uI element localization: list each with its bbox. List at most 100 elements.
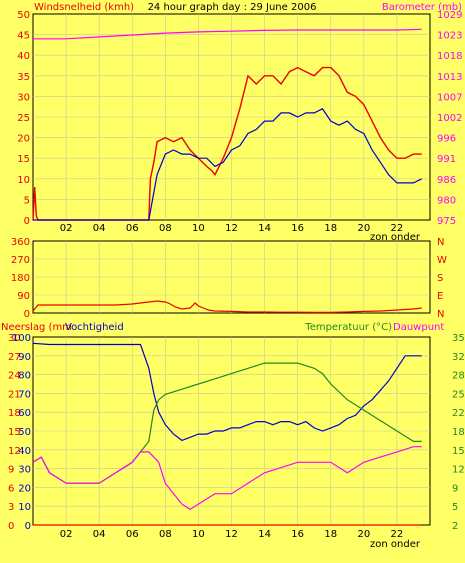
x-tick-label: 16 [291,529,304,540]
wind-direction-degree-tick: 90 [17,291,30,302]
humidity-tick-label: 40 [18,446,31,457]
temperature-tick-label: 18 [452,427,465,438]
wind-direction-degree-tick: 270 [11,255,30,266]
x-tick-label: 02 [60,223,73,234]
barometer-line [33,28,422,40]
x-tick-label: 06 [126,223,139,234]
wind-direction-compass-tick: N [437,309,444,320]
rain-tick-label: 0 [8,521,14,532]
wind-speed-tick-label: 15 [17,154,30,165]
x-tick-label: 16 [291,223,304,234]
temperature-tick-label: 12 [452,465,465,476]
wind-speed-tick-label: 0 [24,216,30,227]
wind-speed-axis: 0 5 10 15 20 25 30 35 40 45 50 [17,10,30,227]
wind-speed-tick-label: 20 [17,134,30,145]
humidity-line [32,342,422,442]
dewpoint-line [32,446,422,511]
humidity-tick-label: 0 [25,521,31,532]
temperature-tick-label: 2 [452,521,458,532]
barometer-tick-label: 975 [437,216,456,227]
wind-direction-compass-tick: W [437,255,447,266]
wind-direction-compass-tick: N [437,237,444,248]
dewpoint-axis-label: Dauwpunt [393,322,444,333]
x-tick-label: 20 [357,529,370,540]
temperature-tick-label: 9 [452,483,458,494]
humidity-tick-label: 20 [18,483,31,494]
x-tick-label: 12 [225,529,238,540]
x-tick-label: 22 [391,223,404,234]
barometer-tick-label: 1018 [437,51,462,62]
temperature-tick-label: 5 [452,502,458,513]
humidity-temperature-panel: 0369121518212427300102030405060708090100… [1,322,465,550]
chart-title: 24 hour graph day : 29 June 2006 [148,2,317,13]
temperature-tick-label: 32 [452,352,465,363]
wind-speed-tick-label: 40 [17,51,30,62]
humidity-tick-label: 90 [18,352,31,363]
x-tick-label: 06 [126,529,139,540]
x-tick-label: 08 [159,223,172,234]
wind-direction-line [32,300,422,313]
gust-line [32,66,422,221]
temperature-tick-label: 22 [452,408,465,419]
humidity-tick-label: 50 [18,427,31,438]
x-tick-label: 14 [258,529,271,540]
temperature-tick-label: 25 [452,389,465,400]
temperature-tick-label: 28 [452,371,465,382]
wind-direction-degree-tick: 180 [11,273,30,284]
x-tick-label: 12 [225,223,238,234]
humidity-temperature-time-axis: 02 04 06 08 10 12 14 16 18 20 22 [60,529,404,540]
x-tick-label: 22 [391,529,404,540]
barometer-tick-label: 980 [437,195,456,206]
rain-tick-label: 3 [8,502,14,513]
x-tick-label: 08 [159,529,172,540]
x-tick-label: 10 [192,223,205,234]
wind-direction-degree-tick: 0 [24,309,30,320]
rain-tick-label: 21 [8,389,21,400]
temperature-axis-label: Temperatuur (°C) [304,322,392,333]
wind-barometer-time-axis: 02 04 06 08 10 12 14 16 18 20 22 [60,223,404,234]
sunset-marker-label: zon onder [370,232,421,243]
wind-speed-tick-label: 10 [17,175,30,186]
wind-barometer-series [32,28,422,221]
temperature-tick-label: 35 [452,333,465,344]
barometer-tick-label: 1007 [437,92,462,103]
wind-barometer-grid [33,14,430,220]
wind-direction-compass-tick: S [437,273,443,284]
barometer-tick-label: 1023 [437,31,462,42]
rain-tick-label: 18 [8,408,21,419]
wind-line [33,108,422,221]
humidity-tick-label: 10 [18,502,31,513]
x-tick-label: 04 [93,529,106,540]
rain-tick-label: 15 [8,427,21,438]
wind-direction-series [32,300,422,313]
barometer-tick-label: 1013 [437,72,462,83]
x-tick-label: 18 [324,223,337,234]
barometer-tick-label: 991 [437,154,456,165]
rain-tick-label: 30 [8,333,21,344]
x-tick-label: 04 [93,223,106,234]
barometer-axis-label: Barometer (mb) [382,2,462,13]
rain-tick-label: 24 [8,371,21,382]
wind-speed-tick-label: 45 [17,31,30,42]
wind-direction-compass-tick: E [437,291,443,302]
x-tick-label: 18 [324,529,337,540]
rain-tick-label: 6 [8,483,14,494]
wind-speed-tick-label: 25 [17,113,30,124]
humidity-axis-label: Vochtigheid [65,322,124,333]
wind-speed-axis-label: Windsnelheid (kmh) [34,2,134,13]
humidity-tick-label: 100 [12,333,31,344]
barometer-tick-label: 1002 [437,113,462,124]
x-tick-label: 20 [357,223,370,234]
wind-speed-tick-label: 50 [17,10,30,21]
rain-tick-label: 12 [8,446,21,457]
barometer-tick-label: 1029 [437,10,462,21]
wind-direction-degree-axis: 0 90 180 270 360 [11,237,30,320]
barometer-axis: 975 980 986 991 996 1002 1007 1013 1018 1023 1029 [437,10,462,227]
humidity-tick-label: 60 [18,408,31,419]
